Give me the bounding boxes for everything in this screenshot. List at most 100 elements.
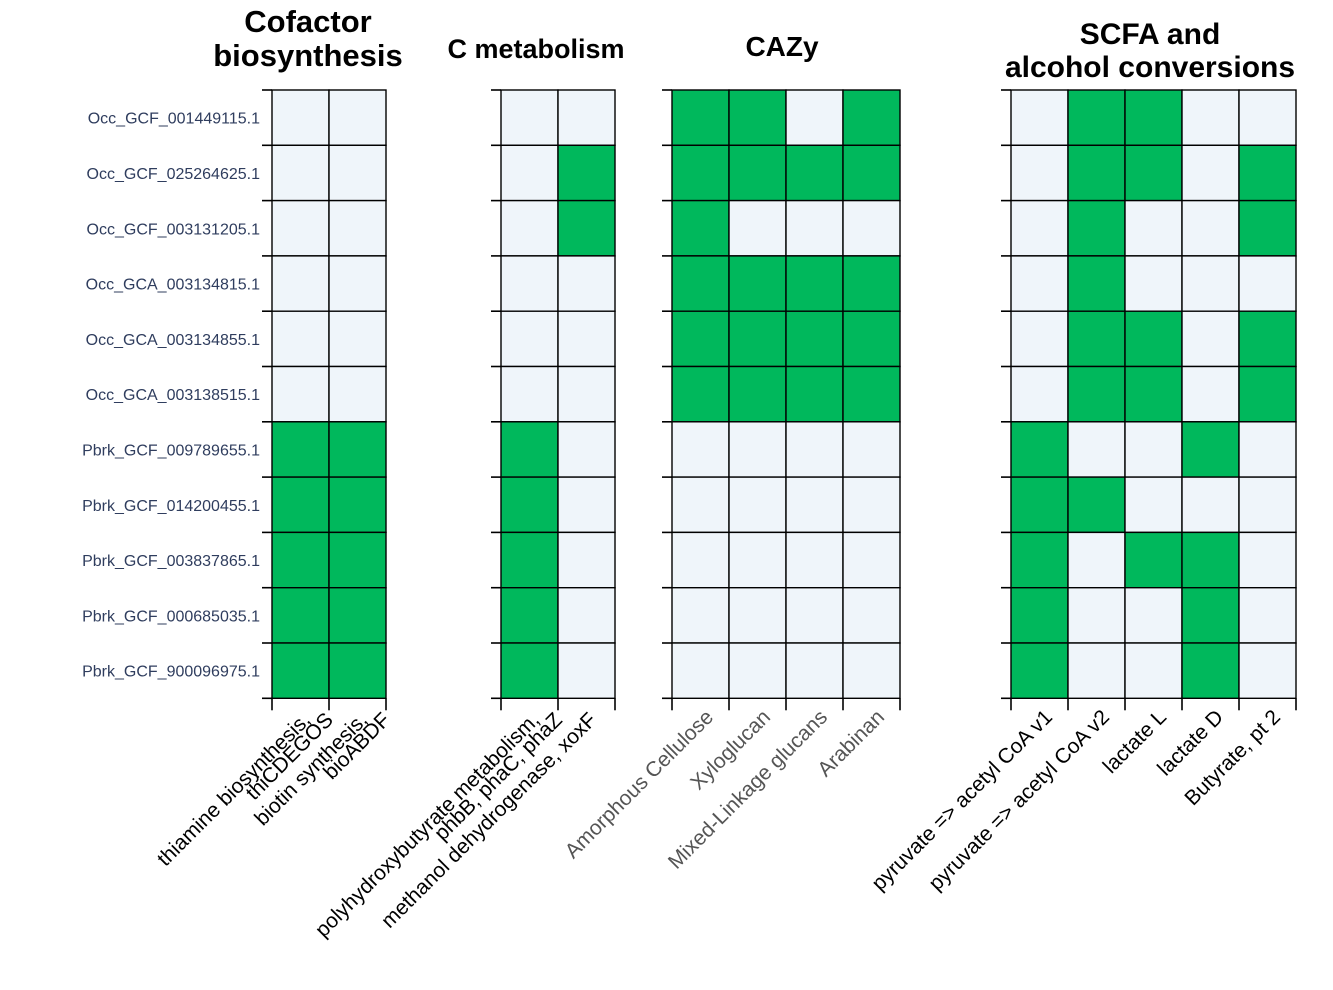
cell-absent — [557, 255, 616, 312]
row-label: Pbrk_GCF_000685035.1 — [82, 608, 260, 625]
cell-present — [1124, 531, 1183, 589]
cell-absent — [271, 255, 330, 312]
cell-absent — [728, 476, 787, 534]
cell-absent — [728, 199, 787, 257]
row-label: Pbrk_GCF_900096975.1 — [82, 664, 260, 681]
cell-absent — [557, 642, 616, 699]
cell-present — [328, 421, 387, 478]
cell-present — [271, 587, 330, 644]
cell-absent — [1124, 255, 1183, 312]
cell-absent — [1238, 89, 1297, 146]
cell-present — [671, 144, 730, 202]
cell-absent — [557, 89, 616, 146]
cell-absent — [1067, 531, 1126, 589]
cell-present — [671, 365, 730, 423]
cell-present — [728, 89, 787, 146]
cell-present — [1124, 144, 1183, 202]
cell-absent — [728, 642, 787, 699]
cell-absent — [271, 89, 330, 146]
cell-absent — [1010, 89, 1069, 146]
row-label: Occ_GCF_025264625.1 — [87, 166, 261, 183]
cell-absent — [1010, 199, 1069, 257]
cell-present — [1067, 476, 1126, 534]
cell-absent — [328, 144, 387, 202]
cell-absent — [1181, 476, 1240, 534]
cell-absent — [728, 421, 787, 478]
cell-present — [500, 587, 559, 644]
row-label: Occ_GCA_003134815.1 — [86, 277, 260, 294]
cell-absent — [1238, 587, 1297, 644]
cell-present — [500, 421, 559, 478]
panel-title: SCFA and — [1080, 18, 1221, 51]
cell-present — [1067, 144, 1126, 202]
cell-absent — [1238, 642, 1297, 699]
row-label: Occ_GCF_001449115.1 — [88, 111, 260, 128]
row-label: Pbrk_GCF_014200455.1 — [82, 498, 260, 515]
cell-absent — [328, 310, 387, 368]
cell-absent — [1067, 642, 1126, 699]
cell-present — [1124, 89, 1183, 146]
cell-absent — [1067, 587, 1126, 644]
cell-absent — [1010, 365, 1069, 423]
cell-present — [1010, 476, 1069, 534]
cell-absent — [500, 310, 559, 368]
cell-absent — [785, 421, 844, 478]
panel-title: Cofactor — [244, 4, 371, 39]
cell-absent — [1010, 310, 1069, 368]
cell-absent — [500, 365, 559, 423]
cell-absent — [1181, 310, 1240, 368]
cell-absent — [328, 199, 387, 257]
cell-present — [1010, 421, 1069, 478]
cell-absent — [500, 144, 559, 202]
cell-present — [328, 587, 387, 644]
cell-absent — [1238, 255, 1297, 312]
cell-present — [1181, 642, 1240, 699]
cell-absent — [842, 421, 901, 478]
cell-present — [1010, 642, 1069, 699]
panel-title: biosynthesis — [213, 38, 403, 73]
cell-present — [557, 144, 616, 202]
cell-present — [1238, 365, 1297, 423]
row-label: Occ_GCF_003131205.1 — [87, 221, 261, 238]
cell-absent — [271, 199, 330, 257]
cell-absent — [1238, 531, 1297, 589]
cell-present — [842, 89, 901, 146]
cell-absent — [271, 365, 330, 423]
cell-absent — [671, 421, 730, 478]
cell-absent — [842, 476, 901, 534]
row-label: Occ_GCA_003134855.1 — [86, 332, 260, 349]
cell-present — [1124, 310, 1183, 368]
cell-absent — [557, 365, 616, 423]
cell-present — [271, 531, 330, 589]
cell-present — [1010, 587, 1069, 644]
cell-present — [842, 365, 901, 423]
cell-present — [785, 365, 844, 423]
cell-present — [1181, 531, 1240, 589]
cell-absent — [842, 531, 901, 589]
cell-absent — [842, 642, 901, 699]
column-label: methanol dehydrogenase, xoxF — [377, 708, 601, 932]
row-label: Pbrk_GCF_009789655.1 — [82, 442, 260, 459]
cell-absent — [271, 144, 330, 202]
cell-present — [271, 642, 330, 699]
column-label: thiamine biosynthesis,thiCDEGOS — [153, 697, 338, 882]
cell-present — [671, 89, 730, 146]
panel-title: alcohol conversions — [1005, 51, 1295, 84]
cell-absent — [1181, 89, 1240, 146]
cell-absent — [557, 476, 616, 534]
cell-absent — [500, 89, 559, 146]
cell-absent — [671, 642, 730, 699]
cell-absent — [785, 476, 844, 534]
cell-absent — [1124, 642, 1183, 699]
cell-present — [271, 476, 330, 534]
cell-present — [1067, 89, 1126, 146]
cell-present — [728, 144, 787, 202]
cell-present — [671, 199, 730, 257]
cell-absent — [1238, 421, 1297, 478]
panel-title: C metabolism — [447, 34, 624, 64]
cell-present — [1067, 365, 1126, 423]
cell-present — [1181, 421, 1240, 478]
